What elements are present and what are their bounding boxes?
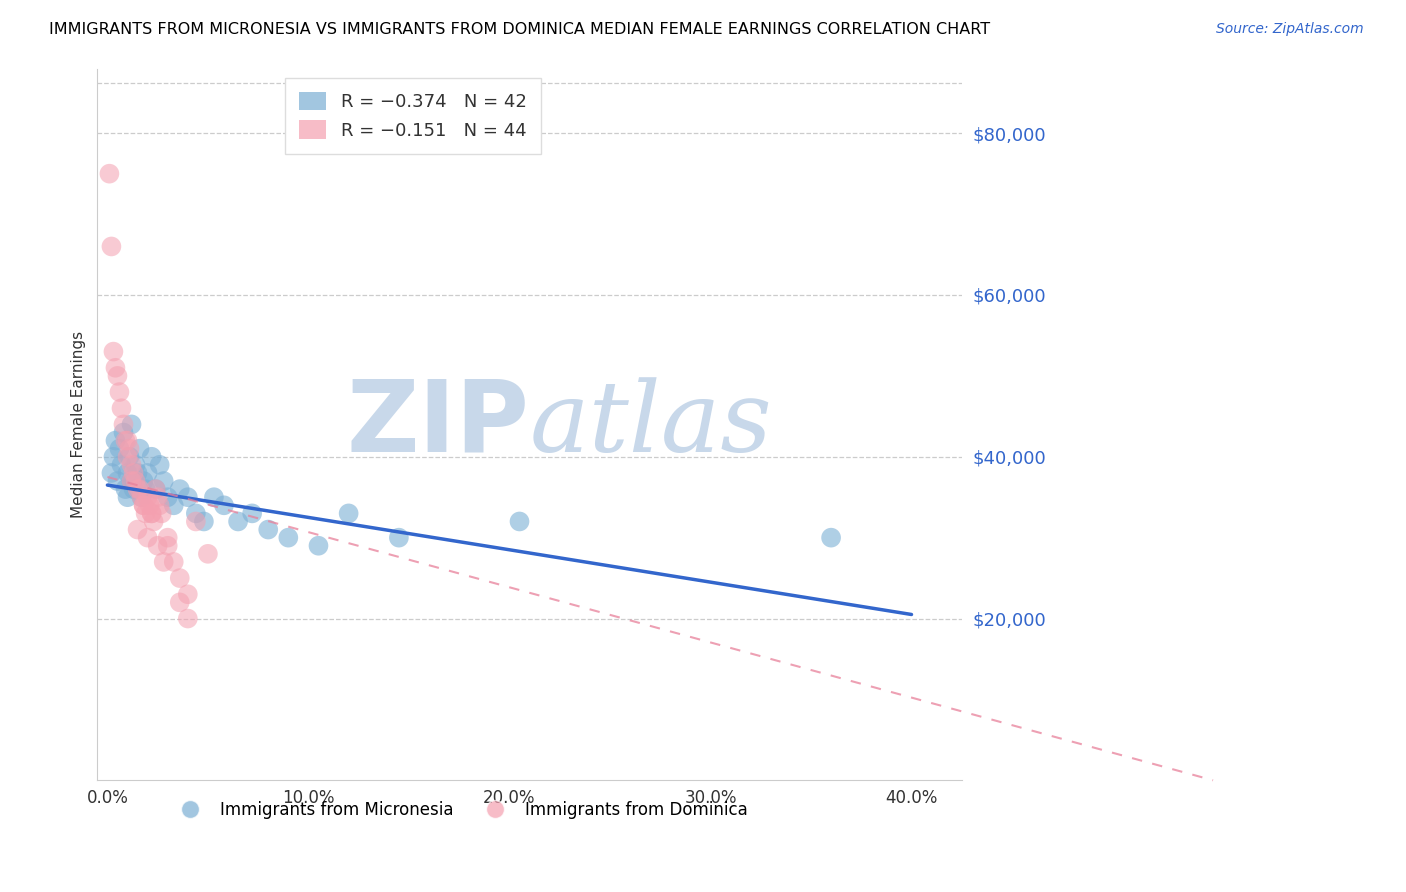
Point [114,482,136,496]
Point [145,482,167,496]
Point [121,458,143,472]
Point [141,450,163,464]
Point [388,531,411,545]
Point [257,523,280,537]
Point [136,490,159,504]
Point [212,498,235,512]
Point [141,507,163,521]
Point [149,458,172,472]
Point [117,434,139,448]
Point [118,450,141,464]
Point [149,498,172,512]
Point [240,507,263,521]
Point [104,434,127,448]
Point [103,344,125,359]
Point [100,466,122,480]
Point [177,490,200,504]
Point [138,498,160,512]
Point [128,482,150,496]
Point [132,474,155,488]
Point [337,507,360,521]
Point [184,515,207,529]
Point [146,490,169,504]
Point [127,482,149,496]
Point [132,498,155,512]
Point [107,368,129,383]
Point [122,482,145,496]
Point [121,417,143,432]
Point [308,539,330,553]
Point [104,360,127,375]
Point [193,515,215,529]
Point [117,490,139,504]
Point [121,474,143,488]
Point [112,425,135,440]
Point [141,507,163,521]
Point [177,587,200,601]
Point [128,442,150,456]
Point [103,450,125,464]
Point [117,466,139,480]
Point [197,547,219,561]
Point [132,498,155,512]
Point [127,466,149,480]
Point [163,498,186,512]
Point [124,458,146,472]
Point [98,167,121,181]
Point [156,531,179,545]
Point [177,611,200,625]
Point [152,555,174,569]
Point [145,482,167,496]
Y-axis label: Median Female Earnings: Median Female Earnings [72,331,86,518]
Point [100,239,122,253]
Point [150,507,173,521]
Point [131,490,153,504]
Point [124,474,146,488]
Point [277,531,299,545]
Point [136,531,159,545]
Point [169,571,191,585]
Point [142,515,165,529]
Point [820,531,842,545]
Point [117,450,139,464]
Point [131,490,153,504]
Point [135,482,157,496]
Text: IMMIGRANTS FROM MICRONESIA VS IMMIGRANTS FROM DOMINICA MEDIAN FEMALE EARNINGS CO: IMMIGRANTS FROM MICRONESIA VS IMMIGRANTS… [49,22,990,37]
Point [121,474,143,488]
Point [226,515,249,529]
Point [135,507,157,521]
Point [136,466,159,480]
Legend: Immigrants from Micronesia, Immigrants from Dominica: Immigrants from Micronesia, Immigrants f… [166,794,755,825]
Point [114,434,136,448]
Text: atlas: atlas [530,376,772,472]
Point [508,515,530,529]
Point [156,539,179,553]
Point [146,539,169,553]
Point [152,474,174,488]
Point [202,490,225,504]
Point [184,507,207,521]
Text: Source: ZipAtlas.com: Source: ZipAtlas.com [1216,22,1364,37]
Point [110,401,132,416]
Point [108,385,131,400]
Point [169,595,191,609]
Text: ZIP: ZIP [347,376,530,473]
Point [107,474,129,488]
Point [118,442,141,456]
Point [156,490,179,504]
Point [127,523,149,537]
Point [110,458,132,472]
Point [108,442,131,456]
Point [122,466,145,480]
Point [163,555,186,569]
Point [112,417,135,432]
Point [169,482,191,496]
